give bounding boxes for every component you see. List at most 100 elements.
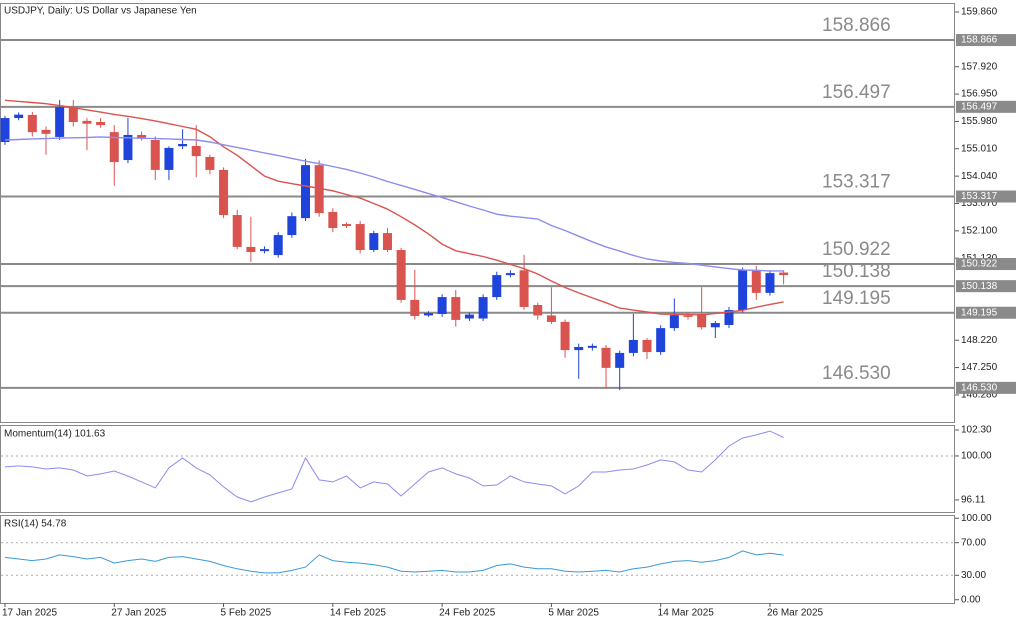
candle-body: [587, 345, 597, 348]
candle-body: [273, 235, 283, 256]
candle-body: [191, 145, 201, 157]
y-tick-label: 153.070: [961, 198, 998, 209]
candle-body: [697, 314, 707, 328]
y-tick-label: 102.30: [961, 425, 992, 436]
x-tick-label: 5 Feb 2025: [221, 608, 272, 619]
candle-body: [724, 310, 734, 326]
level-axis-box: [956, 190, 1016, 203]
level-axis-label: 149.195: [961, 307, 998, 318]
candle-body: [615, 352, 625, 368]
y-tick-label: 148.220: [961, 335, 998, 346]
level-label: 156.497: [822, 82, 891, 103]
y-tick-label: 155.010: [961, 143, 998, 154]
candle-body: [232, 215, 242, 247]
y-tick-label: 156.950: [961, 89, 998, 100]
level-axis-box: [956, 100, 1016, 113]
candle-body: [683, 315, 693, 317]
chart-title: USDJPY, Daily: US Dollar vs Japanese Yen: [4, 6, 197, 17]
x-tick-label: 5 Mar 2025: [548, 608, 599, 619]
level-label: 150.922: [822, 239, 891, 260]
candle-body: [451, 297, 461, 320]
indicator-line: [4, 430, 784, 503]
candle-body: [601, 347, 611, 368]
candle-body: [396, 250, 406, 300]
candle-body: [246, 246, 256, 252]
rsi-panel: [0, 515, 955, 604]
x-tick-label: 24 Feb 2025: [439, 608, 496, 619]
candle-body: [27, 114, 37, 133]
level-axis-label: 153.317: [961, 191, 998, 202]
candle-body: [96, 121, 106, 126]
price-panel: [0, 3, 955, 423]
candle-body: [765, 273, 775, 293]
candle-body: [533, 304, 543, 316]
candle-body: [150, 140, 160, 170]
candle-body: [410, 299, 420, 316]
candle-body: [546, 315, 556, 322]
candle-body: [219, 169, 229, 216]
candle-body: [123, 134, 133, 161]
level-axis-box: [956, 280, 1016, 293]
x-tick-label: 26 Mar 2025: [767, 608, 824, 619]
candle-body: [560, 321, 570, 351]
candle-body: [656, 328, 666, 353]
candle-body: [751, 270, 761, 293]
candle-body: [738, 270, 748, 311]
y-tick-label: 146.280: [961, 390, 998, 401]
candle-body: [437, 297, 447, 315]
candle-body: [55, 107, 65, 137]
momentum-panel: [0, 425, 955, 513]
level-label: 146.530: [822, 363, 891, 384]
y-tick-label: 70.00: [961, 537, 986, 548]
candle-body: [355, 224, 365, 251]
candle-body: [109, 132, 119, 163]
level-axis-box: [956, 306, 1016, 319]
moving-average: [4, 99, 784, 316]
candle-body: [164, 147, 174, 170]
level-axis-label: 150.922: [961, 259, 998, 270]
candle-body: [710, 323, 720, 328]
candle-body: [287, 216, 297, 236]
level-label: 158.866: [822, 15, 891, 36]
candle-body: [382, 233, 392, 251]
candle-body: [642, 339, 652, 353]
candle-body: [0, 118, 10, 143]
indicator-line: [4, 550, 784, 574]
candle-body: [505, 273, 515, 276]
candle-body: [492, 275, 502, 298]
level-axis-label: 146.530: [961, 383, 998, 394]
candle-body: [669, 315, 679, 329]
candle-body: [779, 272, 789, 276]
y-tick-label: 0.00: [961, 594, 981, 605]
candle-body: [519, 270, 529, 307]
candle-body: [14, 114, 24, 119]
level-axis-label: 150.138: [961, 281, 998, 292]
candle-body: [82, 120, 92, 124]
y-tick-label: 100.00: [961, 513, 992, 524]
candle-body: [301, 165, 311, 219]
candle-body: [328, 211, 338, 229]
y-tick-label: 100.00: [961, 451, 992, 462]
level-axis-box: [956, 258, 1016, 271]
level-axis-label: 156.497: [961, 101, 998, 112]
y-tick-label: 159.860: [961, 7, 998, 18]
candle-body: [205, 156, 215, 170]
level-axis-label: 158.866: [961, 35, 998, 46]
y-tick-label: 30.00: [961, 570, 986, 581]
x-tick-label: 27 Jan 2025: [111, 608, 166, 619]
moving-average: [4, 136, 784, 272]
candle-body: [314, 165, 324, 214]
y-tick-label: 154.040: [961, 171, 998, 182]
candle-body: [137, 134, 147, 138]
candle-body: [628, 339, 638, 353]
x-tick-label: 17 Jan 2025: [2, 608, 57, 619]
candle-body: [178, 143, 188, 147]
level-axis-box: [956, 381, 1016, 394]
candle-body: [68, 107, 78, 122]
level-axis-box: [956, 34, 1016, 47]
candle-body: [260, 249, 270, 252]
level-label: 149.195: [822, 288, 891, 309]
candle-body: [423, 313, 433, 316]
y-tick-label: 147.250: [961, 362, 998, 373]
